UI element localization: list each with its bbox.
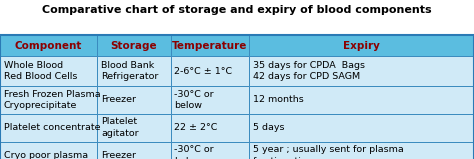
Text: Comparative chart of storage and expiry of blood components: Comparative chart of storage and expiry …: [42, 5, 432, 15]
Text: Cryo poor plasma: Cryo poor plasma: [4, 151, 88, 159]
Bar: [0, 35, 97, 56]
Bar: [0, 35, 474, 159]
Bar: [0, 56, 97, 86]
Bar: [171, 86, 249, 114]
Text: Platelet
agitator: Platelet agitator: [101, 117, 138, 138]
Bar: [249, 142, 474, 159]
Text: Freezer: Freezer: [101, 151, 136, 159]
Text: Blood Bank
Refrigerator: Blood Bank Refrigerator: [101, 61, 158, 81]
Bar: [97, 56, 171, 86]
Text: 12 months: 12 months: [253, 95, 303, 104]
Bar: [171, 142, 249, 159]
Text: Storage: Storage: [110, 41, 157, 51]
Bar: [97, 114, 171, 142]
Text: Fresh Frozen Plasma
Cryoprecipitate: Fresh Frozen Plasma Cryoprecipitate: [4, 90, 100, 110]
Text: 35 days for CPDA  Bags
42 days for CPD SAGM: 35 days for CPDA Bags 42 days for CPD SA…: [253, 61, 365, 81]
Bar: [0, 142, 97, 159]
Bar: [249, 56, 474, 86]
Bar: [97, 86, 171, 114]
Bar: [171, 114, 249, 142]
Text: Component: Component: [15, 41, 82, 51]
Text: Platelet concentrate: Platelet concentrate: [4, 123, 100, 132]
Bar: [97, 142, 171, 159]
Text: 5 year ; usually sent for plasma
fractionation: 5 year ; usually sent for plasma fractio…: [253, 145, 403, 159]
Text: 5 days: 5 days: [253, 123, 284, 132]
Bar: [249, 114, 474, 142]
Text: Expiry: Expiry: [343, 41, 380, 51]
Text: -30°C or
below: -30°C or below: [174, 90, 214, 110]
Bar: [249, 35, 474, 56]
Text: Temperature: Temperature: [172, 41, 247, 51]
Text: Whole Blood
Red Blood Cells: Whole Blood Red Blood Cells: [4, 61, 77, 81]
Bar: [171, 56, 249, 86]
Text: 2-6°C ± 1°C: 2-6°C ± 1°C: [174, 67, 233, 76]
Bar: [97, 35, 171, 56]
Bar: [249, 86, 474, 114]
Text: -30°C or
below: -30°C or below: [174, 145, 214, 159]
Bar: [0, 114, 97, 142]
Text: 22 ± 2°C: 22 ± 2°C: [174, 123, 218, 132]
Bar: [0, 86, 97, 114]
Bar: [171, 35, 249, 56]
Text: Freezer: Freezer: [101, 95, 136, 104]
